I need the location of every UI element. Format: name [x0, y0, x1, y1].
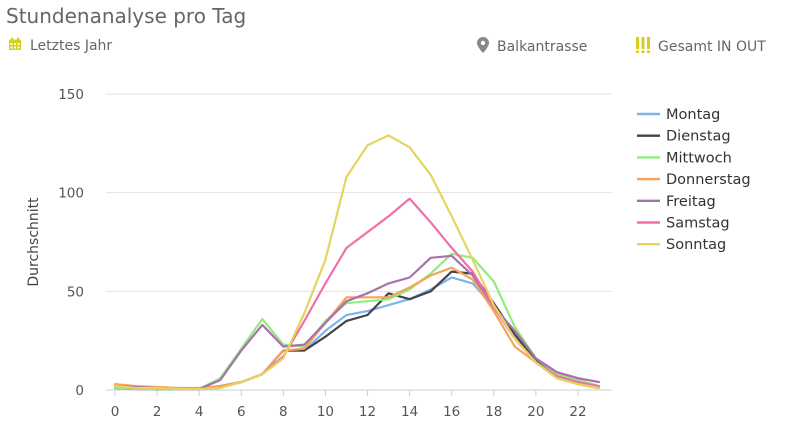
- x-tick-label: 16: [443, 404, 460, 420]
- calendar-icon: [8, 37, 22, 55]
- page-title: Stundenanalyse pro Tag: [6, 4, 247, 28]
- x-tick-label: 14: [401, 404, 418, 420]
- x-tick-label: 8: [279, 404, 288, 420]
- legend-label: Sonntag: [666, 237, 726, 253]
- series-line-donnerstag[interactable]: [113, 266, 601, 390]
- series-line-freitag[interactable]: [113, 254, 601, 391]
- legend-label: Mittwoch: [666, 150, 732, 166]
- y-axis-ticks: 0 50 100 150: [58, 87, 84, 399]
- grid-lines: [106, 93, 612, 391]
- direction-selector[interactable]: Gesamt IN OUT: [636, 37, 766, 57]
- legend-item-donnerstag[interactable]: Donnerstag: [637, 172, 751, 188]
- legend-item-samstag[interactable]: Samstag: [637, 216, 730, 232]
- legend-label: Donnerstag: [666, 172, 751, 188]
- y-tick-label: 100: [58, 186, 84, 202]
- x-tick-label: 0: [111, 404, 120, 420]
- x-tick-label: 12: [359, 404, 376, 420]
- series-lines: [113, 134, 601, 391]
- series-line-mittwoch[interactable]: [113, 252, 601, 391]
- y-tick-label: 150: [58, 87, 84, 103]
- series-line-sonntag[interactable]: [113, 134, 601, 391]
- x-tick-label: 2: [153, 404, 162, 420]
- legend-label: Montag: [666, 107, 720, 123]
- series-line-dienstag[interactable]: [113, 270, 601, 391]
- legend: Montag Dienstag Mittwoch Donnerstag Freitag S…: [637, 107, 751, 253]
- location-selector[interactable]: Balkantrasse: [477, 37, 587, 57]
- location-label: Balkantrasse: [497, 39, 588, 55]
- period-label: Letztes Jahr: [30, 38, 113, 54]
- x-tick-label: 6: [237, 404, 246, 420]
- bars-icon: [636, 37, 650, 57]
- legend-item-freitag[interactable]: Freitag: [637, 194, 716, 210]
- legend-label: Samstag: [666, 216, 730, 232]
- x-tick-label: 22: [569, 404, 586, 420]
- legend-item-mittwoch[interactable]: Mittwoch: [637, 150, 732, 166]
- direction-label: Gesamt IN OUT: [658, 39, 766, 55]
- legend-item-sonntag[interactable]: Sonntag: [637, 237, 726, 253]
- y-tick-label: 0: [75, 383, 84, 399]
- series-line-samstag[interactable]: [113, 197, 601, 391]
- series-line-montag[interactable]: [113, 276, 601, 391]
- legend-label: Freitag: [666, 194, 716, 210]
- legend-item-dienstag[interactable]: Dienstag: [637, 129, 731, 145]
- x-tick-label: 20: [527, 404, 544, 420]
- period-selector[interactable]: Letztes Jahr: [8, 37, 112, 55]
- legend-item-montag[interactable]: Montag: [637, 107, 720, 123]
- y-tick-label: 50: [67, 284, 84, 300]
- x-tick-label: 4: [195, 404, 204, 420]
- map-pin-icon: [477, 37, 489, 57]
- x-tick-label: 18: [485, 404, 502, 420]
- x-axis-ticks: 0 2 4 6 8 10 12 14 16 18 20 22: [111, 390, 587, 420]
- x-tick-label: 10: [317, 404, 334, 420]
- y-axis-title: Durchschnitt: [26, 197, 42, 287]
- legend-label: Dienstag: [666, 129, 731, 145]
